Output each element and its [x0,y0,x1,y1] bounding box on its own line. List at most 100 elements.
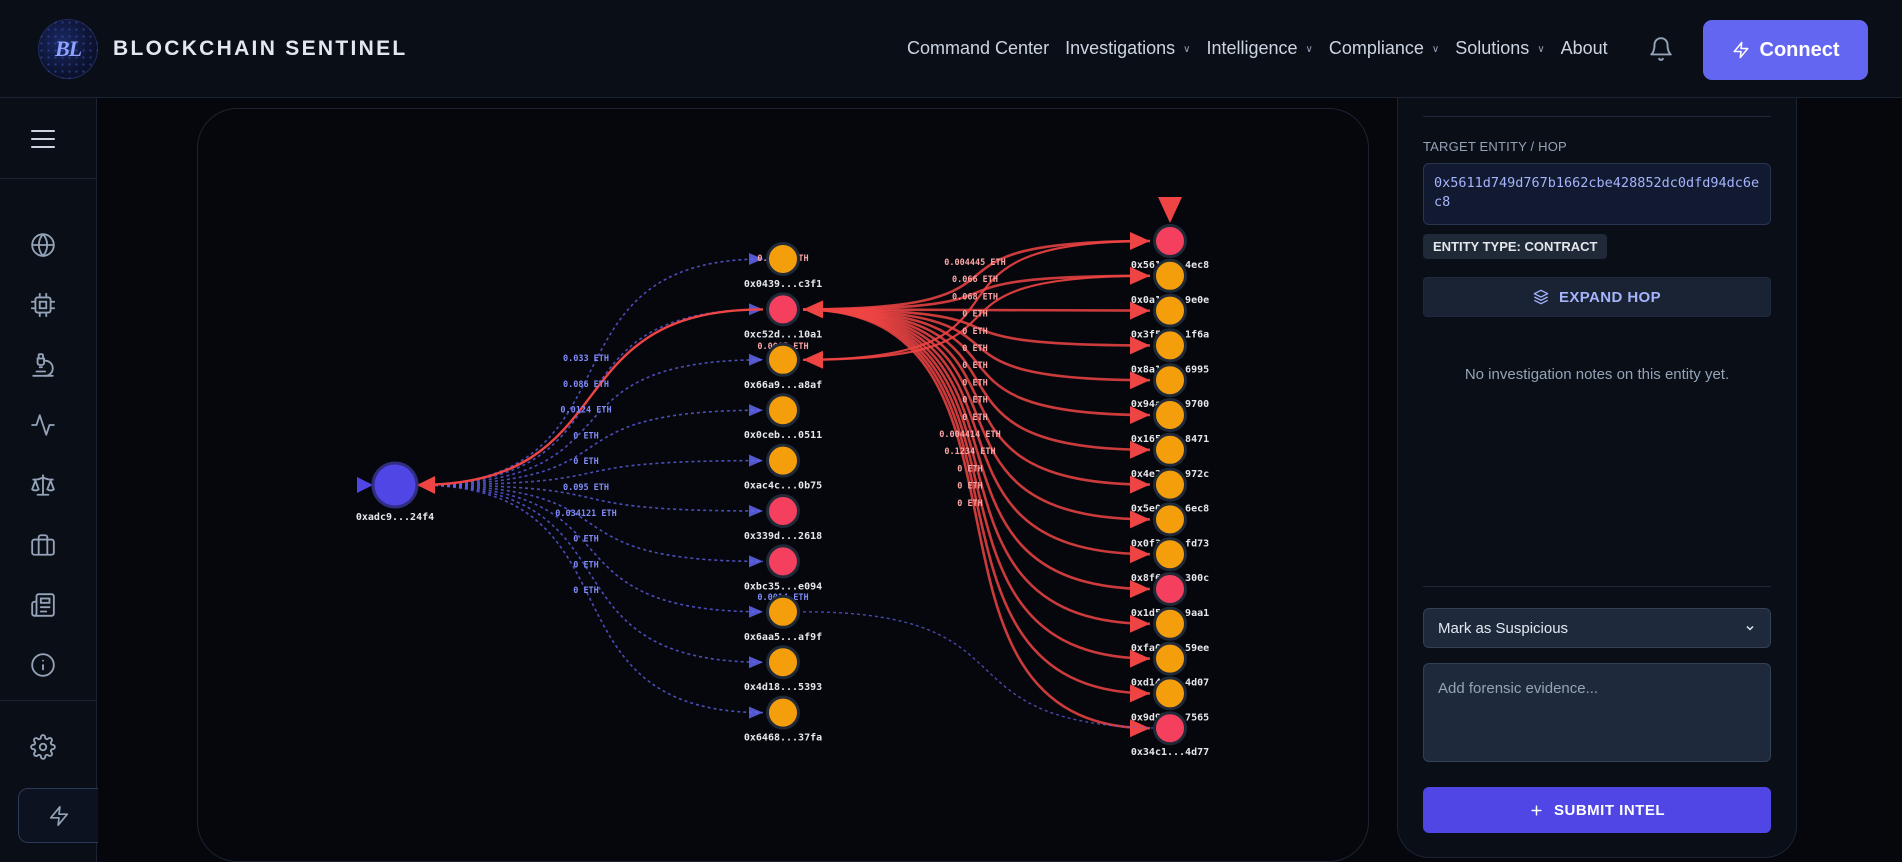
panel-divider [1423,116,1771,117]
wallet-node[interactable] [1153,432,1187,467]
edge-amount-label: 0.0124 ETH [560,406,611,416]
transaction-graph[interactable]: 0.033 ETH 0.086 ETH 0.0124 ETH 0 ETH 0 ETH 0.… [198,109,1368,861]
submit-intel-label: SUBMIT INTEL [1554,801,1665,819]
nav-about[interactable]: About [1561,38,1608,59]
outflow-edge[interactable] [802,308,1151,347]
nav-label: Investigations [1065,38,1176,58]
wallet-node[interactable] [1153,572,1187,606]
outflow-edge[interactable] [802,308,1151,626]
outflow-edge[interactable] [802,308,1151,730]
newspaper-icon[interactable] [30,592,56,618]
outflow-edge[interactable] [802,274,1151,361]
outflow-edge[interactable] [802,274,1151,311]
expand-hop-button[interactable]: EXPAND HOP [1423,277,1771,317]
inflow-edge[interactable] [416,484,764,714]
wallet-node[interactable] [766,292,800,327]
root-wallet-node[interactable] [371,461,419,509]
wallet-node[interactable] [766,443,800,478]
connect-button[interactable]: Connect [1703,20,1868,80]
outflow-edge[interactable] [802,308,1151,312]
wallet-node[interactable] [1153,398,1187,432]
outflow-edge[interactable] [802,308,1151,452]
evidence-textarea[interactable]: Add forensic evidence... [1423,663,1771,762]
nav-investigations[interactable]: Investigations ∨ [1065,38,1190,59]
nav-intelligence[interactable]: Intelligence ∨ [1206,38,1312,59]
inflow-edge[interactable] [416,484,764,512]
quick-action-button[interactable] [18,788,98,843]
edge-amount-label: 0.1234 ETH [944,447,995,457]
transaction-graph-canvas[interactable]: 0.033 ETH 0.086 ETH 0.0124 ETH 0 ETH 0 ETH 0.… [197,108,1369,862]
inflow-edge[interactable] [416,484,764,613]
outflow-edge[interactable] [802,308,1151,417]
verdict-select[interactable]: Mark as Suspicious [1423,608,1771,648]
inflow-edge[interactable] [416,484,764,563]
microscope-icon[interactable] [30,352,56,378]
edge-amount-label: 0 ETH [573,457,599,467]
hamburger-icon[interactable] [31,128,55,150]
inflow-edge[interactable] [416,359,764,486]
outflow-edge[interactable] [802,308,1151,660]
main-nav: Command Center Investigations ∨ Intellige… [907,38,1624,59]
wallet-node[interactable] [766,242,800,276]
wallet-node[interactable] [1153,537,1187,572]
edge-amount-label: 0 ETH [962,413,988,423]
node-address-label: 0xc52d...10a1 [744,329,822,340]
chip-icon[interactable] [30,292,56,318]
edge-arrowhead [749,404,763,417]
outflow-edge[interactable] [802,308,1151,556]
submit-intel-button[interactable]: SUBMIT INTEL [1423,787,1771,833]
gear-icon[interactable] [30,734,56,760]
inflow-edge[interactable] [416,484,764,663]
node-address-label: 0x6aa5...af9f [744,632,822,643]
wallet-node[interactable] [1153,258,1187,293]
wallet-node[interactable] [1153,328,1187,363]
scales-icon[interactable] [30,472,56,498]
outflow-edge[interactable] [802,239,1151,311]
outflow-edge[interactable] [802,308,1151,591]
info-icon[interactable] [30,652,56,678]
wallet-node[interactable] [1153,676,1187,711]
nav-command-center[interactable]: Command Center [907,38,1049,59]
wallet-node[interactable] [1153,467,1187,502]
entity-type-badge: ENTITY TYPE: CONTRACT [1423,234,1608,259]
outflow-edge[interactable] [416,308,764,487]
wallet-node[interactable] [766,695,800,730]
wallet-node[interactable] [766,645,800,680]
edge-amount-label: 0 ETH [962,361,988,371]
outflow-edge[interactable] [802,308,1151,486]
inflow-edge[interactable] [416,258,764,486]
outflow-edge[interactable] [802,308,1151,382]
nav-solutions[interactable]: Solutions ∨ [1455,38,1544,59]
wallet-node[interactable] [766,494,800,528]
edge-amount-label: 0 ETH [962,310,988,320]
outflow-edge[interactable] [802,308,1151,695]
edge-arrowhead [749,656,763,669]
wallet-node[interactable] [1153,641,1187,676]
nav-compliance[interactable]: Compliance ∨ [1329,38,1439,59]
wallet-node[interactable] [766,544,800,579]
inflow-edge[interactable] [416,459,764,486]
activity-icon[interactable] [30,412,56,438]
wallet-node[interactable] [1153,502,1187,537]
wallet-node[interactable] [766,594,800,629]
wallet-node[interactable] [1153,606,1187,641]
edge-amount-label: 0.068 ETH [952,292,998,302]
edge-arrowhead [1130,406,1150,424]
edge-amount-label: 0 ETH [573,535,599,545]
briefcase-icon[interactable] [30,532,56,558]
wallet-node[interactable] [1153,293,1187,328]
bell-icon[interactable] [1648,36,1674,62]
wallet-node[interactable] [1153,224,1187,258]
wallet-node[interactable] [1153,363,1187,398]
wallet-node[interactable] [766,393,800,428]
inflow-edge[interactable] [416,409,764,486]
globe-icon[interactable] [30,232,56,258]
target-entity-field[interactable]: 0x5611d749d767b1662cbe428852dc0dfd94dc6e… [1423,163,1771,225]
inflow-edge[interactable] [802,611,1171,729]
wallet-node[interactable] [1153,711,1187,746]
logo[interactable]: BL [38,19,98,79]
outflow-edge[interactable] [802,239,1151,361]
outflow-edge[interactable] [802,308,1151,521]
brand-name[interactable]: BLOCKCHAIN SENTINEL [113,37,408,60]
wallet-node[interactable] [766,342,800,377]
